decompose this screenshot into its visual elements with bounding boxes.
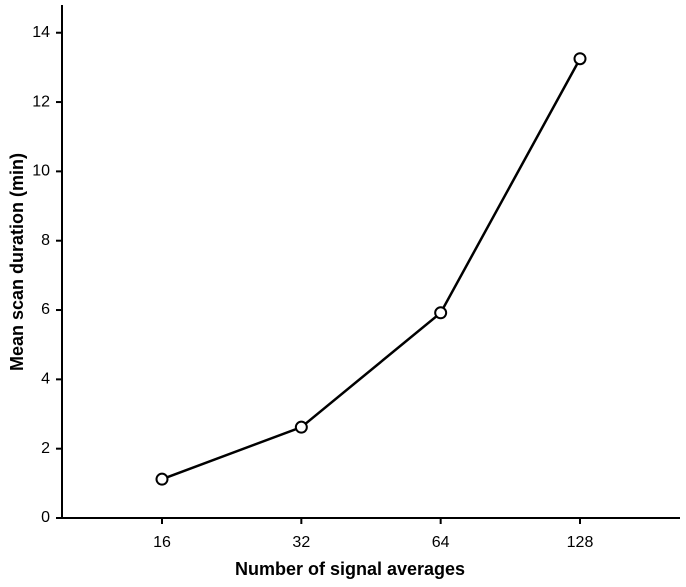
y-tick-label: 14 <box>32 24 50 41</box>
y-axis-title: Mean scan duration (min) <box>7 153 27 371</box>
x-tick-label: 128 <box>567 534 594 551</box>
y-tick-label: 12 <box>32 93 50 110</box>
x-tick-label: 64 <box>432 534 450 551</box>
y-tick-label: 2 <box>41 440 50 457</box>
data-point <box>155 472 169 486</box>
data-point <box>294 420 308 434</box>
y-tick-label: 10 <box>32 163 50 180</box>
data-line <box>161 58 582 481</box>
y-tick-label: 6 <box>41 301 50 318</box>
data-point <box>573 52 587 66</box>
y-tick-label: 0 <box>41 509 50 526</box>
x-axis-title: Number of signal averages <box>235 559 465 579</box>
data-point <box>434 306 448 320</box>
x-tick-label: 32 <box>292 534 310 551</box>
y-tick-label: 8 <box>41 232 50 249</box>
y-tick-label: 4 <box>41 371 50 388</box>
x-tick-label: 16 <box>153 534 171 551</box>
